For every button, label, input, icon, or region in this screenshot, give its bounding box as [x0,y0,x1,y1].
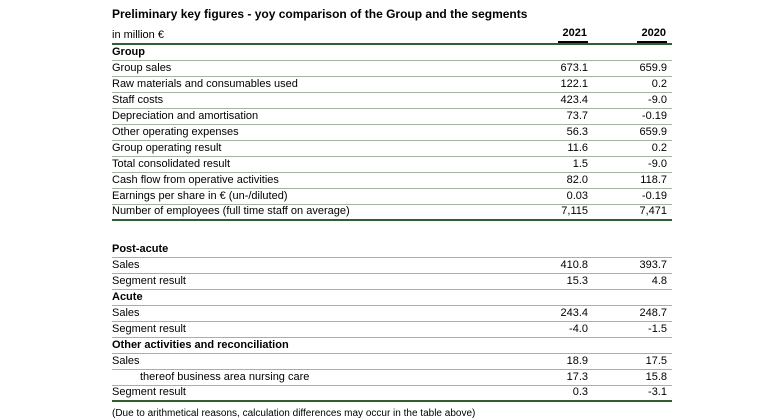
row-value-2021: 0.3 [572,386,588,398]
row-label: Sales [112,307,140,319]
table-row: Group operating result 11.6 0.2 [112,141,672,157]
row-value-2021: 15.3 [566,275,588,287]
table-row: Sales 18.9 17.5 [112,354,672,370]
row-value-2021: 0.03 [566,190,588,202]
row-value-2021: 11.6 [567,142,588,154]
row-value-2021: -4.0 [569,323,588,335]
row-value-2020: 15.8 [645,371,667,383]
row-label: Other operating expenses [112,126,239,138]
row-label: Segment result [112,323,186,335]
table-row: Segment result 0.3 -3.1 [112,386,672,402]
segments-block: Post-acute Sales 410.8 393.7 Segment res… [112,242,672,402]
row-value-2020: -9.0 [648,158,667,170]
row-value-2020: 0.2 [651,142,667,154]
row-label: thereof business area nursing care [140,371,310,383]
row-value-2021: 7,115 [561,205,588,217]
row-value-2020: 659.9 [639,126,667,138]
row-value-2020: 7,471 [639,205,667,217]
table-row: Sales 410.8 393.7 [112,258,672,274]
table-row: Depreciation and amortisation 73.7 -0.19 [112,109,672,125]
row-value-2020: 659.9 [639,62,667,74]
row-value-2020: 0.2 [651,78,667,90]
row-label: Sales [112,259,140,271]
footnote: (Due to arithmetical reasons, calculatio… [112,408,476,419]
row-label: Segment result [112,275,186,287]
row-value-2021: 18.9 [566,355,588,367]
row-value-2021: 82.0 [566,174,588,186]
row-value-2021: 17.3 [566,371,588,383]
table-row: Segment result 15.3 4.8 [112,274,672,290]
row-value-2020: 118.7 [640,174,667,186]
table-row: Cash flow from operative activities 82.0… [112,173,672,189]
year-label-2020: 2020 [636,26,667,43]
table-row: Raw materials and consumables used 122.1… [112,77,672,93]
row-label: Number of employees (full time staff on … [112,205,350,217]
row-label: Group sales [112,62,172,74]
row-label: Sales [112,355,140,367]
row-value-2021: 673.1 [560,62,588,74]
section-header-acute: Acute [112,290,672,306]
table-row: Segment result -4.0 -1.5 [112,322,672,338]
row-value-2020: 248.7 [639,307,667,319]
section-header-post-acute: Post-acute [112,242,672,258]
table-row: Other operating expenses 56.3 659.9 [112,125,672,141]
table-row: Staff costs 423.4 -9.0 [112,93,672,109]
table-row: Total consolidated result 1.5 -9.0 [112,157,672,173]
section-name: Post-acute [112,243,169,255]
row-value-2020: -9.0 [648,94,667,106]
section-name: Acute [112,291,143,303]
section-name: Group [112,46,145,58]
row-label: Total consolidated result [112,158,231,170]
section-header-other-activities: Other activities and reconciliation [112,338,672,354]
page-title: Preliminary key figures - yoy comparison… [112,7,528,21]
column-header-2020: 2020 [588,26,672,43]
row-label: Segment result [112,386,186,398]
row-value-2021: 423.4 [560,94,588,106]
row-value-2021: 1.5 [572,158,588,170]
key-figures-table: in million € 2021 2020 Group Group sales… [112,27,672,402]
table-row: Sales 243.4 248.7 [112,306,672,322]
row-value-2020: -1.5 [648,323,667,335]
row-label: Staff costs [112,94,164,106]
table-row: thereof business area nursing care 17.3 … [112,370,672,386]
row-value-2021: 243.4 [560,307,588,319]
section-name: Other activities and reconciliation [112,339,289,351]
row-label: Group operating result [112,142,222,154]
row-value-2021: 56.3 [566,126,588,138]
table-header-row: in million € 2021 2020 [112,27,672,45]
row-value-2021: 122.1 [560,78,588,90]
table-row: Group sales 673.1 659.9 [112,61,672,77]
row-label: Cash flow from operative activities [112,174,279,186]
row-label: Earnings per share in € (un-/diluted) [112,190,288,202]
row-value-2020: 393.7 [639,259,667,271]
row-value-2021: 410.8 [560,259,588,271]
row-label: Raw materials and consumables used [112,78,298,90]
year-label-2021: 2021 [557,26,588,43]
row-value-2020: 17.5 [645,355,667,367]
row-value-2020: -0.19 [641,190,667,202]
row-value-2020: -3.1 [648,386,667,398]
table-row: Number of employees (full time staff on … [112,205,672,221]
section-header-group: Group [112,45,672,61]
unit-label: in million € [112,29,164,41]
row-value-2020: -0.19 [641,110,667,122]
column-header-2021: 2021 [500,26,588,43]
table-row: Earnings per share in € (un-/diluted) 0.… [112,189,672,205]
row-value-2021: 73.7 [566,110,588,122]
row-label: Depreciation and amortisation [112,110,259,122]
row-value-2020: 4.8 [651,275,667,287]
